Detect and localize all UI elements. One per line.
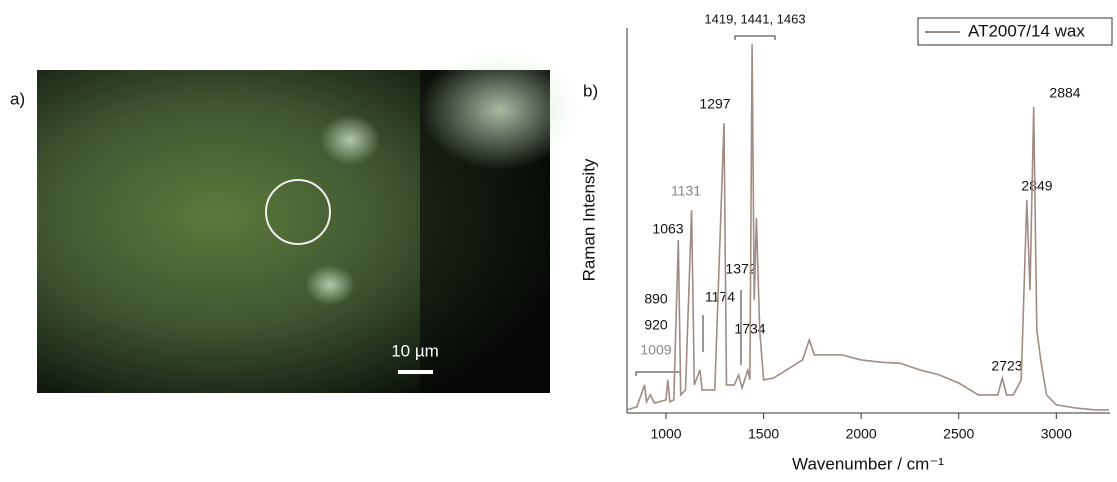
x-tick-label: 2000 xyxy=(846,426,877,442)
x-tick-label: 1000 xyxy=(650,426,681,442)
panel-label: a) xyxy=(10,89,25,108)
micrograph xyxy=(37,50,580,393)
x-tick-label: 2500 xyxy=(943,426,974,442)
panel-label: b) xyxy=(583,81,598,100)
annotation: 890 xyxy=(644,291,668,307)
annotation: 1297 xyxy=(699,96,730,112)
annotation: 1063 xyxy=(652,221,683,237)
annotation: 2723 xyxy=(991,358,1022,374)
scale-bar-label: 10 µm xyxy=(391,341,439,360)
x-tick-label: 1500 xyxy=(748,426,779,442)
annotation: 1131 xyxy=(671,183,701,199)
x-axis-label: Wavenumber / cm⁻¹ xyxy=(792,454,944,473)
annotation: 1419, 1441, 1463 xyxy=(704,11,805,26)
annotation: 1174 xyxy=(705,289,735,305)
annotation-lines xyxy=(635,35,776,376)
annotation: 1009 xyxy=(640,342,671,358)
y-axis-label: Raman Intensity xyxy=(579,158,598,281)
spectrum-line xyxy=(626,44,1109,411)
annotation: 2849 xyxy=(1021,178,1052,194)
x-tick-label: 3000 xyxy=(1041,426,1072,442)
annotation: 920 xyxy=(644,317,668,333)
annotation: 2884 xyxy=(1049,85,1080,101)
annotation: 1372 xyxy=(725,261,756,277)
legend-label: AT2007/14 wax xyxy=(968,21,1085,40)
